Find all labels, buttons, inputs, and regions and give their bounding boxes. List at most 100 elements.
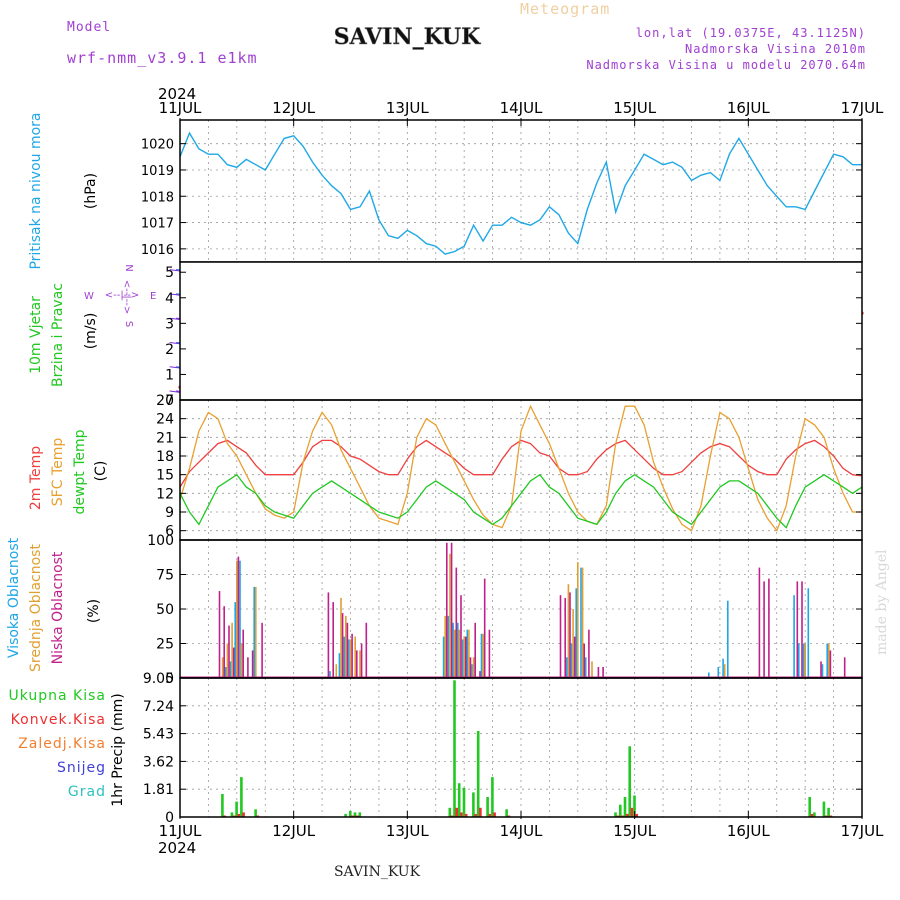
meteogram-label: Meteogram <box>520 0 611 18</box>
cloud-bar-cloud_low <box>332 602 334 678</box>
precip-legend-frz: Zaledj.Kisa <box>18 736 106 752</box>
cloud-bar-cloud_low <box>341 613 344 678</box>
cloud-bar-cloud_mid <box>335 664 338 678</box>
cloud-mid-axis-label: Srednja Oblacnost <box>28 544 44 672</box>
cloud-bar-cloud_high <box>566 657 568 678</box>
cloud-bar-cloud_high <box>717 667 720 678</box>
cloud-bar-cloud_high <box>708 672 710 678</box>
cloud-bar-cloud_low <box>365 622 368 678</box>
precip-bar-precip_total <box>633 795 636 817</box>
day-label-bottom: 13JUL <box>386 822 429 840</box>
pressure-unit-label: (hPa) <box>83 173 99 209</box>
elevation-label: Nadmorska Visina 2010m <box>685 42 866 56</box>
cloud-bar-cloud_high <box>234 602 236 678</box>
cloud-bar-cloud_mid <box>345 615 347 678</box>
cloud-bar-cloud_low <box>360 643 363 678</box>
precip-frame <box>179 677 863 818</box>
cloud-bar-cloud_high <box>452 622 454 678</box>
day-label-top: 15JUL <box>613 99 656 117</box>
wind-arrow <box>169 390 181 393</box>
day-label-bottom: 12JUL <box>272 822 315 840</box>
pressure-tick-label: 1017 <box>141 217 174 232</box>
cloud-bar-cloud_high <box>461 639 464 678</box>
precip-bar-precip_total <box>240 777 243 817</box>
day-label-top: 16JUL <box>727 99 770 117</box>
precip-bar-precip_conv <box>464 813 468 817</box>
wind-tick-label: 3 <box>165 316 174 332</box>
cloud-bar-cloud_low <box>483 578 486 678</box>
precip-bar-precip_conv <box>237 813 241 817</box>
cloud-bar-cloud_mid <box>567 584 570 678</box>
clouds-tick-label: 50 <box>156 602 174 618</box>
model-label: Model <box>67 20 112 35</box>
temperature-frame <box>179 399 863 541</box>
cloud-bar-cloud_high <box>471 664 473 678</box>
precip-axis-label: 1hr Precip (mm) <box>110 693 126 806</box>
precip-bar-precip_total <box>614 812 617 817</box>
compass-north-label: N <box>123 264 134 271</box>
cloud-bar-cloud_high <box>722 658 724 678</box>
precip-bar-precip_conv <box>455 807 458 817</box>
wind-tick-label: 4 <box>165 291 174 307</box>
precip-tick-label: 1.81 <box>143 782 174 798</box>
precip-bar-precip_total <box>813 812 816 817</box>
day-label-top: 13JUL <box>386 99 429 117</box>
model-name: wrf-nmm_v3.9.1 e1km <box>67 49 258 67</box>
cloud-bar-cloud_low <box>843 657 846 678</box>
cloud-bar-cloud_low <box>228 625 230 678</box>
day-label-bottom: 15JUL <box>613 822 656 840</box>
cloud-bar-cloud_low <box>801 581 803 678</box>
cloud-bar-cloud_high <box>338 653 341 678</box>
precip-bar-precip_total <box>230 812 234 817</box>
t2m-axis-label: 2m Temp <box>28 446 44 510</box>
wind-tick-label: 5 <box>165 265 174 281</box>
cloud-bar-cloud_high <box>826 643 828 678</box>
wind-tick-label: 1 <box>165 367 174 383</box>
precip-legend-total: Ukupna Kisa <box>8 688 106 704</box>
cloud-bar-cloud_high <box>329 671 331 678</box>
temperature-tick-label: 15 <box>156 468 174 484</box>
temperature-tick-label: 21 <box>156 430 174 446</box>
cloud-bar-cloud_low <box>237 556 240 678</box>
cloud-bar-cloud_low <box>488 629 491 678</box>
cloud-bar-cloud_low <box>602 667 604 678</box>
precip-bar-precip_total <box>462 787 466 817</box>
precip-bar-precip_total <box>491 777 494 817</box>
cloud-bar-cloud_high <box>802 643 805 678</box>
precip-tick-label: 5.43 <box>143 727 174 743</box>
cloud-bar-cloud_low <box>327 592 330 678</box>
compass-south-label: S <box>123 321 134 327</box>
cloud-bar-cloud_low <box>356 650 358 678</box>
cloud-bar-cloud_high <box>580 567 582 678</box>
wind-axis-label-1: 10m Vjetar <box>28 296 44 374</box>
cloud-bar-cloud_low <box>569 592 571 678</box>
cloud-unit-label: (%) <box>86 599 102 623</box>
wind-axis-label-2: Brzina i Pravac <box>50 283 66 387</box>
precip-bar-precip_total <box>353 812 357 817</box>
cloud-bar-cloud_low <box>465 636 467 678</box>
temp-line-dewpt <box>179 473 863 529</box>
precip-bar-precip_conv <box>474 813 477 817</box>
cloud-bar-cloud_mid <box>255 586 257 678</box>
wind-frame <box>179 261 863 401</box>
cloud-bar-cloud_high <box>343 636 345 678</box>
cloud-bar-cloud_low <box>597 667 600 678</box>
cloud-bar-cloud_high <box>821 664 824 678</box>
cloud-bar-cloud_low <box>588 629 590 678</box>
precip-bar-precip_total <box>457 783 461 817</box>
precip-bar-precip_total <box>254 809 257 817</box>
cloud-bar-cloud_low <box>247 657 249 678</box>
cloud-high-axis-label: Visoka Oblacnost <box>6 537 22 658</box>
cloud-bar-cloud_mid <box>444 615 446 678</box>
precip-bar-precip_conv <box>810 813 814 817</box>
cloud-bar-cloud_high <box>575 588 577 678</box>
cloud-bar-cloud_high <box>229 661 232 678</box>
cloud-bar-cloud_high <box>798 643 800 678</box>
wind-unit-label: (m/s) <box>83 313 99 350</box>
cloud-bar-cloud_high <box>457 622 459 678</box>
cloud-bar-cloud_mid <box>804 643 806 678</box>
clouds-tick-label: 25 <box>156 637 174 653</box>
wind-arrow <box>169 317 181 320</box>
pressure-line <box>179 131 862 255</box>
